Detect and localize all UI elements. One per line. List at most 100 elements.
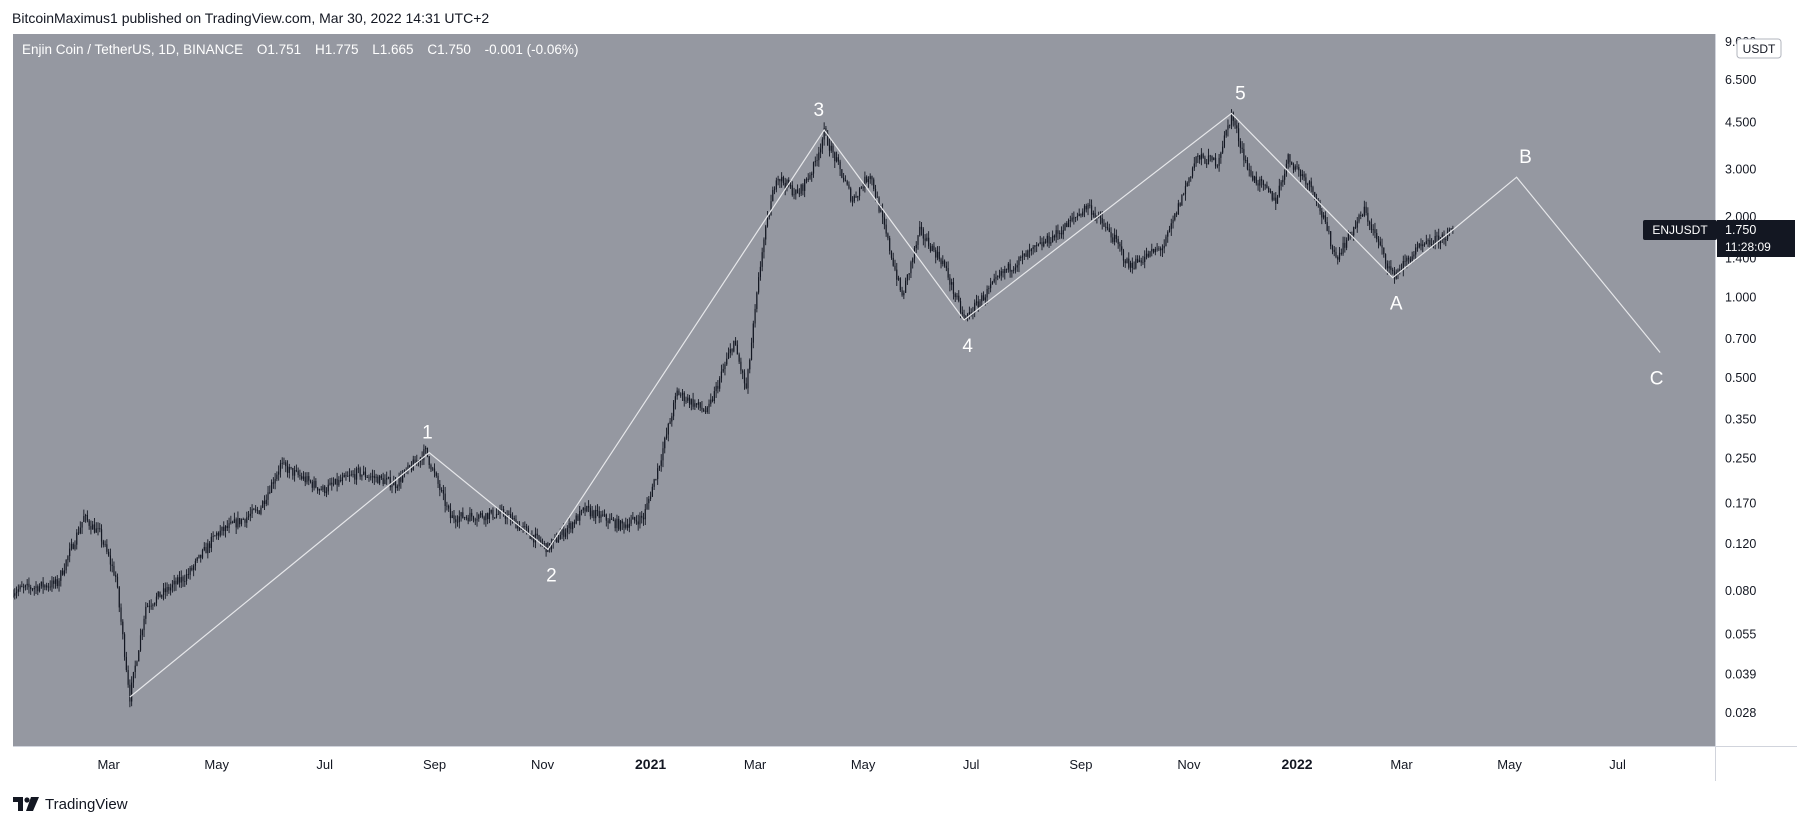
candle-body — [823, 128, 825, 140]
candle-body — [529, 534, 531, 539]
tradingview-brand[interactable]: TradingView — [13, 793, 128, 815]
time-axis[interactable] — [13, 746, 1715, 781]
candle-body — [1059, 232, 1061, 234]
candle-body — [364, 471, 367, 478]
candle-body — [1222, 146, 1224, 153]
time-axis-ticks: Mar May Jul Sep Nov 2021 Mar May Jul Sep Nov 2022 Ma… — [97, 756, 1626, 772]
candle-body — [1046, 235, 1048, 243]
candle-body — [605, 514, 607, 521]
candle-body — [991, 281, 994, 285]
price-tick-label: 0.120 — [1725, 537, 1756, 551]
candle-body — [536, 533, 538, 536]
candle-body — [136, 661, 138, 666]
candle-body — [777, 178, 779, 181]
candle-body — [1416, 247, 1419, 249]
candle-body — [1259, 179, 1261, 186]
tradingview-logo-icon — [13, 797, 39, 811]
candle-body — [722, 369, 724, 372]
candle-body — [322, 486, 324, 490]
candle-body — [368, 477, 370, 479]
currency-badge[interactable]: USDT — [1736, 38, 1782, 59]
candle-body — [1032, 247, 1034, 249]
candle-body — [54, 579, 57, 584]
candle-body — [867, 178, 870, 183]
candle-body — [77, 532, 80, 534]
candle-body — [425, 447, 427, 450]
candle-body — [1204, 157, 1206, 164]
candle-body — [524, 526, 526, 527]
candle-body — [687, 397, 689, 401]
candle-body — [584, 507, 586, 512]
candle-body — [828, 145, 831, 151]
plot-area[interactable] — [13, 34, 1715, 746]
candle-body — [175, 580, 177, 585]
candle-body — [1168, 229, 1171, 233]
price-chart[interactable]: 1 2 3 4 5 A B C Enjin Coin / TetherUS, 1D, BINA… — [13, 34, 1797, 781]
candle-body — [938, 251, 940, 260]
candle-body — [626, 524, 629, 528]
candle-body — [499, 509, 501, 514]
candle-body — [756, 292, 758, 309]
candle-body — [1207, 155, 1210, 165]
candle-body — [93, 524, 96, 533]
candle-body — [201, 550, 204, 558]
candle-body — [139, 635, 142, 651]
candle-body — [239, 518, 241, 525]
candle-body — [820, 148, 822, 153]
candle-body — [1064, 223, 1066, 231]
candle-body — [1413, 254, 1415, 257]
candle-body — [981, 295, 983, 302]
candle-body — [1209, 155, 1211, 157]
candle-body — [1184, 186, 1187, 194]
candle-body — [1071, 217, 1073, 221]
candle-body — [683, 392, 685, 401]
candle-body — [662, 448, 664, 461]
chart-container[interactable]: 1 2 3 4 5 A B C Enjin Coin / TetherUS, 1D, BINA… — [13, 34, 1797, 781]
candle-body — [1151, 249, 1153, 252]
currency-unit: USDT — [1743, 42, 1776, 56]
candle-body — [1067, 220, 1070, 228]
candle-body — [21, 586, 23, 587]
wave-label-c: C — [1650, 368, 1664, 389]
candle-body — [35, 586, 37, 588]
candle-body — [200, 554, 202, 558]
candle-body — [984, 297, 986, 301]
candle-body — [1328, 230, 1330, 232]
candle-body — [416, 460, 418, 464]
candle-body — [908, 273, 910, 275]
candle-body — [157, 591, 159, 597]
candle-body — [995, 276, 997, 279]
candle-body — [28, 583, 30, 588]
candle-body — [568, 523, 570, 529]
candle-body — [1206, 163, 1208, 165]
candle-body — [81, 521, 83, 528]
candle-body — [1193, 163, 1195, 169]
candle-body — [704, 411, 707, 413]
candle-body — [1145, 253, 1148, 257]
candle-body — [49, 586, 51, 588]
candle-body — [281, 462, 283, 464]
candle-body — [731, 349, 733, 352]
candle-body — [394, 481, 397, 489]
candle-body — [1027, 250, 1029, 257]
candle-body — [837, 157, 839, 162]
candle-body — [435, 472, 437, 476]
candle-body — [593, 510, 595, 519]
candle-body — [187, 574, 189, 575]
candle-body — [951, 282, 953, 285]
candle-body — [1425, 241, 1427, 245]
candle-body — [446, 505, 448, 507]
candle-body — [915, 244, 917, 249]
candle-body — [1298, 167, 1300, 171]
price-axis[interactable] — [1715, 34, 1797, 746]
candle-body — [1092, 213, 1094, 215]
candle-body — [1262, 180, 1264, 186]
candle-body — [1147, 253, 1149, 257]
candle-body — [308, 476, 310, 481]
candle-body — [1241, 147, 1243, 149]
candle-body — [251, 509, 253, 514]
candle-body — [917, 235, 919, 245]
time-tick-label: Sep — [1069, 757, 1092, 772]
legend-open: 1.751 — [267, 42, 301, 57]
candle-body — [233, 519, 235, 523]
